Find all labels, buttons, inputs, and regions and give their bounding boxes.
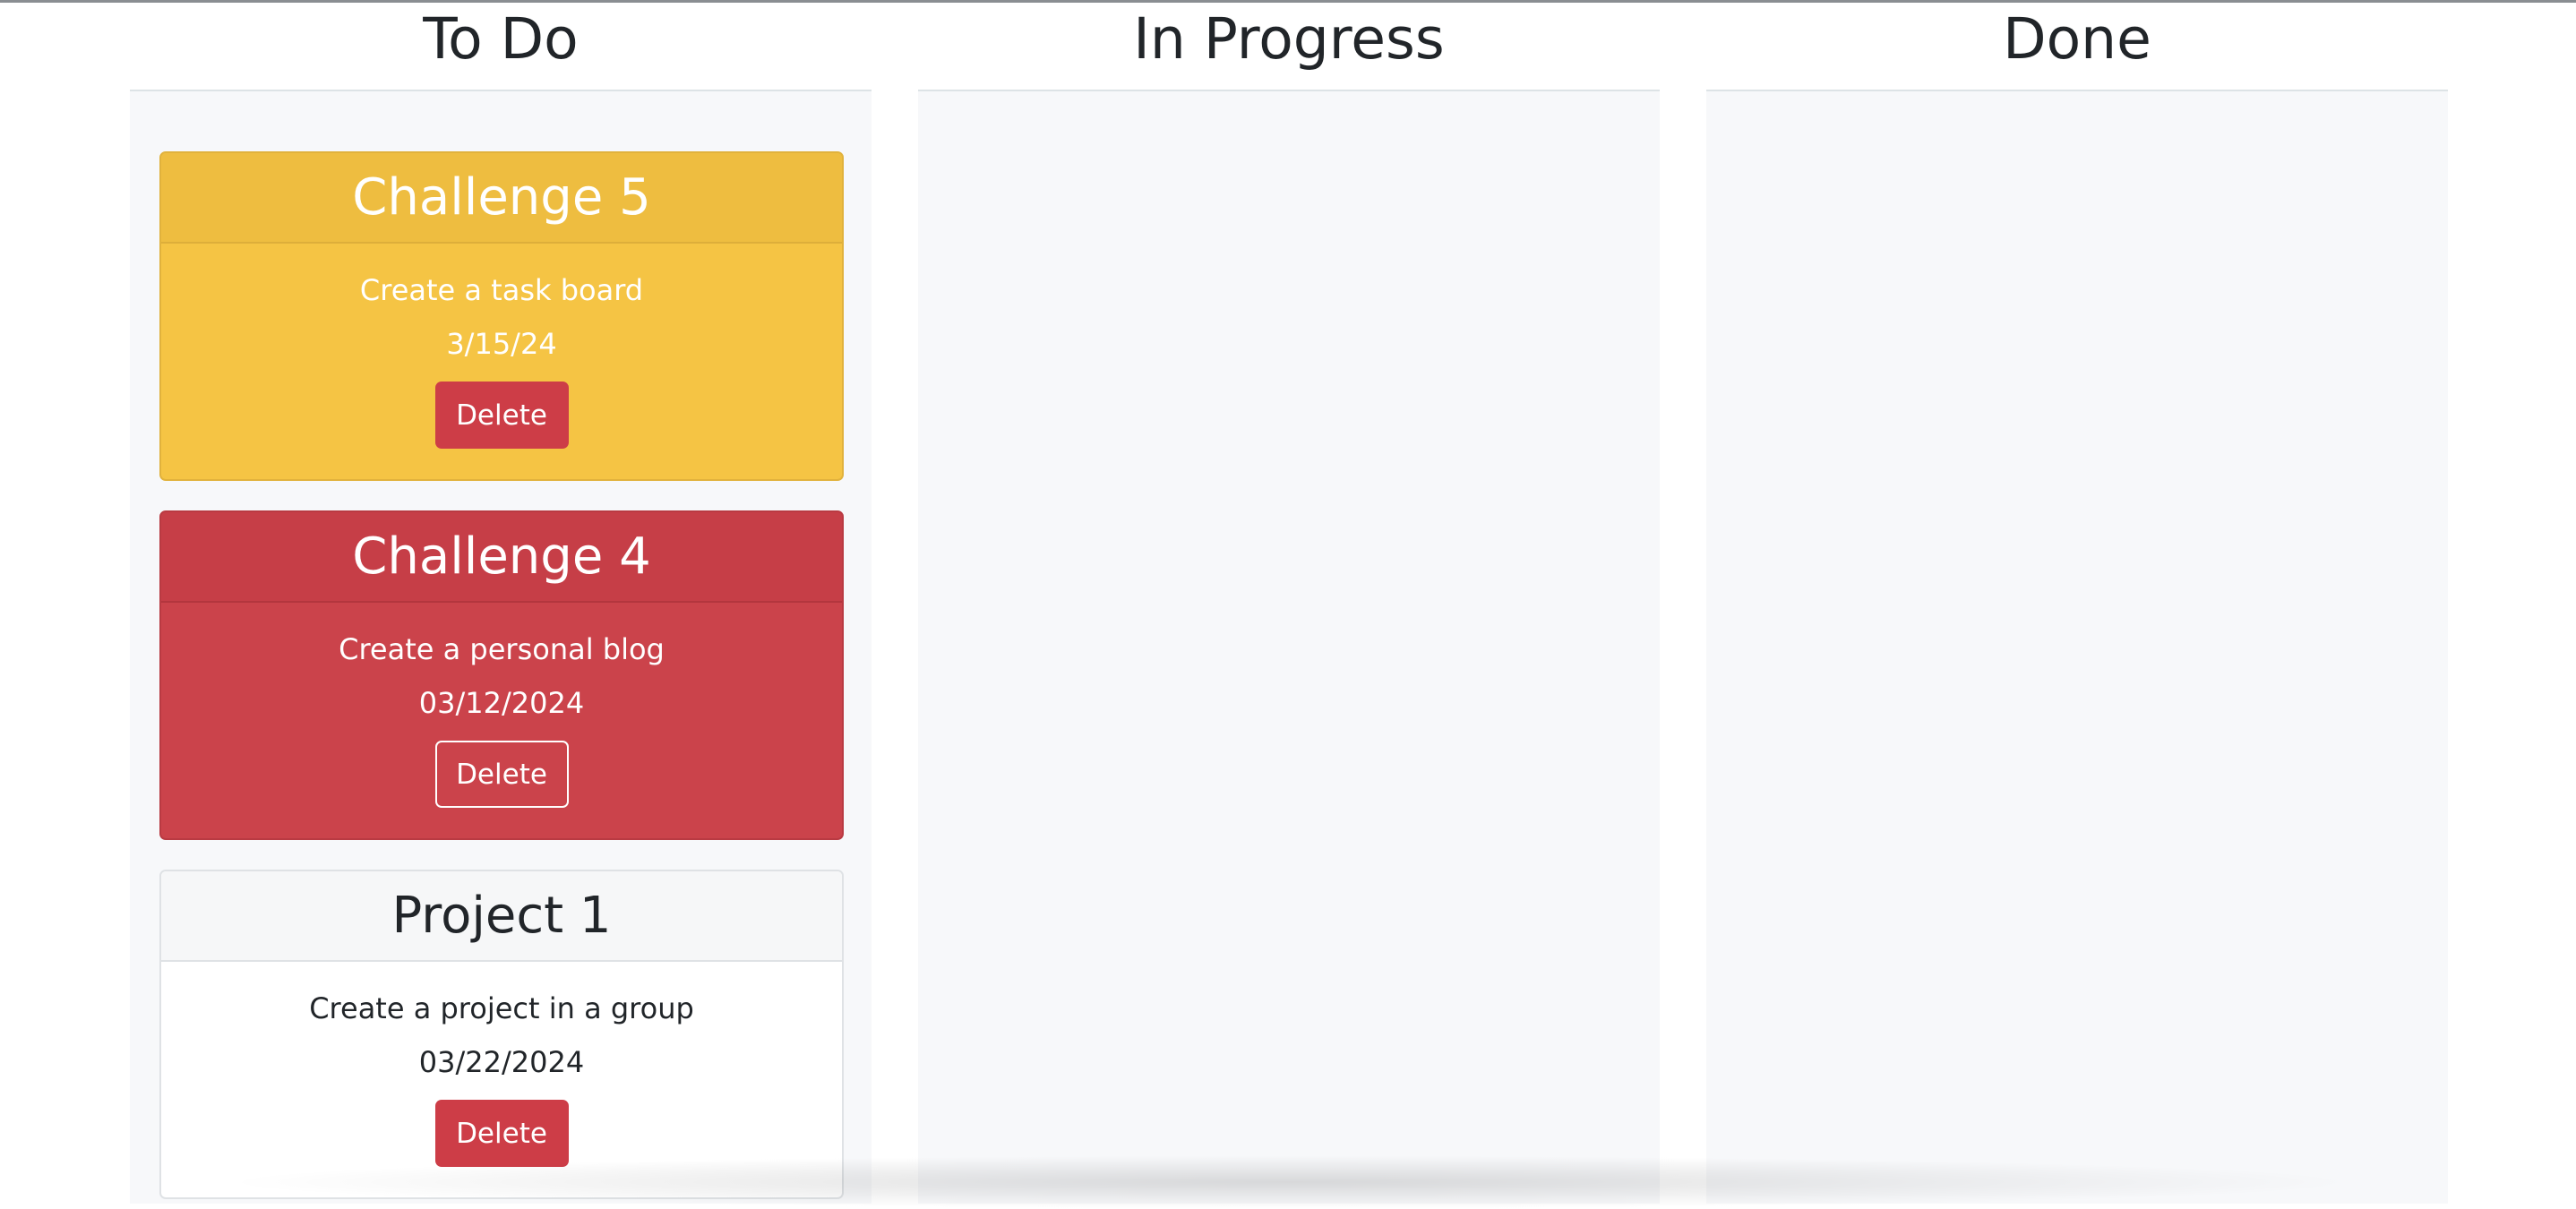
card-description: Create a personal blog [339, 632, 665, 666]
card-body: Create a project in a group 03/22/2024 D… [161, 962, 842, 1197]
lane-in-progress: In Progress [918, 3, 1660, 1204]
card-body: Create a task board 3/15/24 Delete [161, 244, 842, 479]
card-title: Challenge 4 [352, 527, 651, 586]
card-header: Challenge 4 [161, 512, 842, 603]
card-description: Create a task board [359, 273, 644, 307]
lane-todo: To Do Challenge 5 Create a task board 3/… [130, 3, 872, 1204]
lane-cards-todo: Challenge 5 Create a task board 3/15/24 … [130, 91, 872, 1199]
delete-button[interactable]: Delete [434, 1100, 569, 1167]
lane-title: To Do [423, 6, 579, 72]
delete-button[interactable]: Delete [434, 382, 569, 449]
lane-cards-done[interactable] [1706, 91, 2448, 151]
card-due-date: 03/12/2024 [418, 686, 585, 720]
card-header: Project 1 [161, 871, 842, 962]
card-body: Create a personal blog 03/12/2024 Delete [161, 603, 842, 838]
card-description: Create a project in a group [309, 991, 694, 1025]
lane-cards-in-progress[interactable] [918, 91, 1660, 151]
card-title: Challenge 5 [352, 167, 651, 227]
lane-done: Done [1706, 3, 2448, 1204]
card-due-date: 03/22/2024 [418, 1045, 585, 1079]
delete-button[interactable]: Delete [434, 741, 569, 808]
lane-header: In Progress [918, 3, 1660, 91]
task-card[interactable]: Challenge 4 Create a personal blog 03/12… [159, 510, 844, 840]
card-header: Challenge 5 [161, 153, 842, 244]
lane-title: Done [2003, 6, 2151, 72]
lane-header: Done [1706, 3, 2448, 91]
card-title: Project 1 [391, 886, 612, 945]
lane-header: To Do [130, 3, 872, 91]
lane-title: In Progress [1133, 6, 1445, 72]
window-top-border [0, 0, 2576, 3]
task-card[interactable]: Project 1 Create a project in a group 03… [159, 870, 844, 1199]
card-due-date: 3/15/24 [446, 327, 557, 361]
task-card[interactable]: Challenge 5 Create a task board 3/15/24 … [159, 151, 844, 481]
